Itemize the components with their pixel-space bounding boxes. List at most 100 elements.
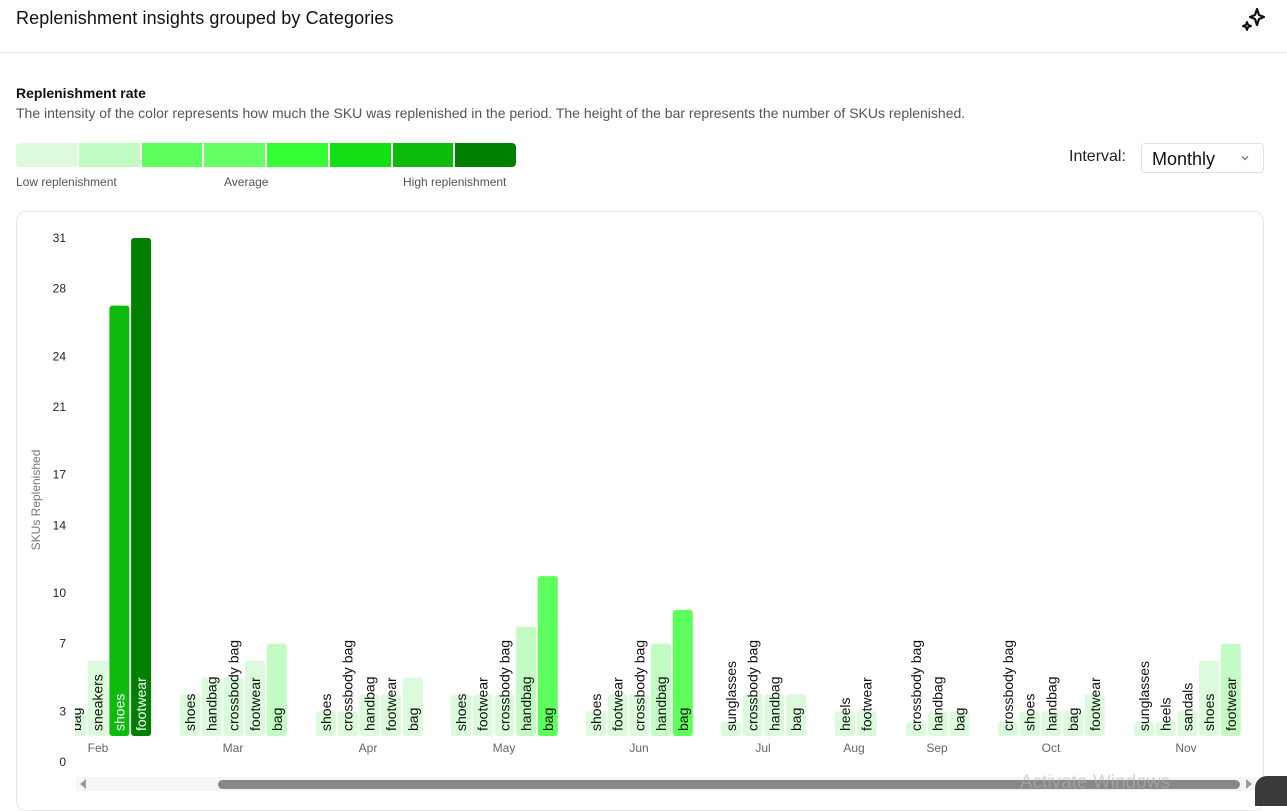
bar-mar-crossbody-bag[interactable]	[223, 677, 244, 736]
bar-oct-shoes[interactable]	[1019, 711, 1040, 736]
bar-jun-crossbody-bag[interactable]	[629, 694, 650, 736]
bar-category-label: sneakers	[90, 674, 106, 731]
bar-category-label: handbag	[766, 676, 782, 731]
legend-average-label: Average	[224, 175, 269, 189]
bar-category-label: bag	[951, 708, 967, 731]
interval-selected-value: Monthly	[1152, 149, 1216, 169]
bar-category-label: shoes	[111, 694, 127, 731]
bar-jul-handbag[interactable]	[764, 694, 785, 736]
legend-swatch	[78, 143, 140, 167]
legend-high-label: High replenishment	[403, 175, 507, 189]
bar-apr-handbag[interactable]	[359, 694, 380, 736]
page-title: Replenishment insights grouped by Catego…	[16, 8, 394, 28]
bar-jun-bag[interactable]	[672, 609, 693, 736]
legend-swatch	[329, 143, 391, 167]
scroll-left-arrow-icon[interactable]	[80, 779, 86, 789]
bar-aug-heels[interactable]	[835, 711, 855, 736]
bar-mar-bag[interactable]	[266, 643, 287, 736]
bar-category-label: crossbody bag	[340, 640, 356, 731]
y-axis-label: SKUs Replenished	[29, 450, 43, 551]
y-tick-label: 17	[53, 468, 67, 482]
bar-nov-shoes[interactable]	[1199, 660, 1220, 736]
bar-sep-handbag[interactable]	[927, 711, 948, 736]
bar-jun-handbag[interactable]	[651, 643, 672, 736]
bar-category-label: crossbody bag	[496, 640, 512, 731]
bar-sep-bag[interactable]	[949, 711, 970, 736]
bar-category-label: crossbody bag	[225, 640, 241, 731]
bar-feb-bag[interactable]	[66, 711, 86, 736]
y-tick-label: 3	[59, 704, 66, 718]
bar-may-bag[interactable]	[537, 576, 558, 736]
legend-low-label: Low replenishment	[16, 175, 117, 189]
bar-category-label: shoes	[588, 694, 604, 731]
x-tick-label: Aug	[843, 741, 864, 755]
bar-may-crossbody-bag[interactable]	[494, 694, 515, 736]
bar-category-label: crossbody bag	[745, 640, 761, 731]
bar-category-label: heels	[1158, 698, 1174, 731]
bar-mar-handbag[interactable]	[201, 677, 222, 736]
bar-apr-crossbody-bag[interactable]	[337, 711, 358, 736]
scroll-to-top-button[interactable]	[1255, 776, 1287, 806]
bar-oct-footwear[interactable]	[1084, 694, 1105, 736]
bar-feb-footwear[interactable]	[131, 238, 152, 736]
x-tick-label: Mar	[223, 741, 244, 755]
bar-oct-handbag[interactable]	[1041, 711, 1062, 736]
bar-oct-bag[interactable]	[1063, 711, 1084, 736]
x-tick-label: May	[493, 741, 516, 755]
y-tick-label: 0	[59, 755, 66, 769]
bar-jul-sunglasses[interactable]	[721, 722, 741, 736]
section-title: Replenishment rate	[16, 85, 146, 101]
bar-apr-shoes[interactable]	[316, 711, 336, 736]
bar-category-label: bag	[540, 708, 556, 731]
bar-category-label: handbag	[1043, 676, 1059, 731]
bar-sep-crossbody-bag[interactable]	[906, 722, 926, 736]
bar-category-label: footwear	[133, 677, 149, 731]
bar-apr-footwear[interactable]	[381, 694, 402, 736]
bar-category-label: footwear	[383, 677, 399, 731]
bar-jun-footwear[interactable]	[607, 694, 628, 736]
scroll-right-arrow-icon[interactable]	[1246, 779, 1252, 789]
bar-feb-shoes[interactable]	[109, 305, 130, 736]
bar-jul-bag[interactable]	[786, 694, 807, 736]
x-axis-ticks: Feb Mar Apr May Jun Jul Aug Sep Oct Nov	[88, 741, 1197, 755]
legend-swatch	[392, 143, 454, 167]
bar-jul-crossbody-bag[interactable]	[742, 694, 763, 736]
bar-mar-shoes[interactable]	[180, 694, 200, 736]
bar-category-label: bag	[675, 708, 691, 731]
y-axis-ticks: 0 3 7 10 14 17 21 24 28 31	[53, 231, 67, 769]
bar-mar-footwear[interactable]	[245, 660, 266, 736]
legend-swatch	[267, 143, 328, 167]
interval-label: Interval:	[1069, 148, 1126, 165]
y-tick-label: 24	[53, 349, 67, 363]
bar-oct-crossbody-bag[interactable]	[998, 722, 1018, 736]
bar-category-label: footwear	[1087, 677, 1103, 731]
y-tick-label: 21	[53, 400, 67, 414]
interval-select[interactable]: Monthly	[1141, 143, 1264, 173]
sparkles-icon[interactable]	[1238, 5, 1268, 35]
x-tick-label: Jun	[629, 741, 648, 755]
bar-nov-sandals[interactable]	[1177, 711, 1198, 736]
bar-category-label: shoes	[318, 694, 334, 731]
bar-category-label: sunglasses	[723, 661, 739, 731]
y-tick-label: 31	[53, 231, 67, 245]
x-tick-label: Feb	[88, 741, 109, 755]
bar-jun-shoes[interactable]	[586, 711, 606, 736]
bar-category-label: footwear	[475, 677, 491, 731]
y-tick-label: 14	[53, 518, 67, 532]
bar-nov-sunglasses[interactable]	[1134, 722, 1154, 736]
bar-may-handbag[interactable]	[516, 626, 537, 736]
bar-category-label: footwear	[1223, 677, 1239, 731]
bar-may-shoes[interactable]	[451, 694, 471, 736]
bar-category-label: sandals	[1179, 683, 1195, 731]
bar-may-footwear[interactable]	[472, 694, 493, 736]
bar-nov-footwear[interactable]	[1220, 643, 1241, 736]
horizontal-scrollbar-thumb[interactable]	[218, 780, 1240, 789]
bar-category-label: bag	[1065, 708, 1081, 731]
bar-aug-footwear[interactable]	[856, 711, 877, 736]
bar-nov-heels[interactable]	[1155, 722, 1176, 736]
bar-feb-sneakers[interactable]	[87, 660, 108, 736]
bar-apr-bag[interactable]	[402, 677, 423, 736]
page-header: Replenishment insights grouped by Catego…	[0, 0, 1287, 53]
x-tick-label: Apr	[359, 741, 378, 755]
